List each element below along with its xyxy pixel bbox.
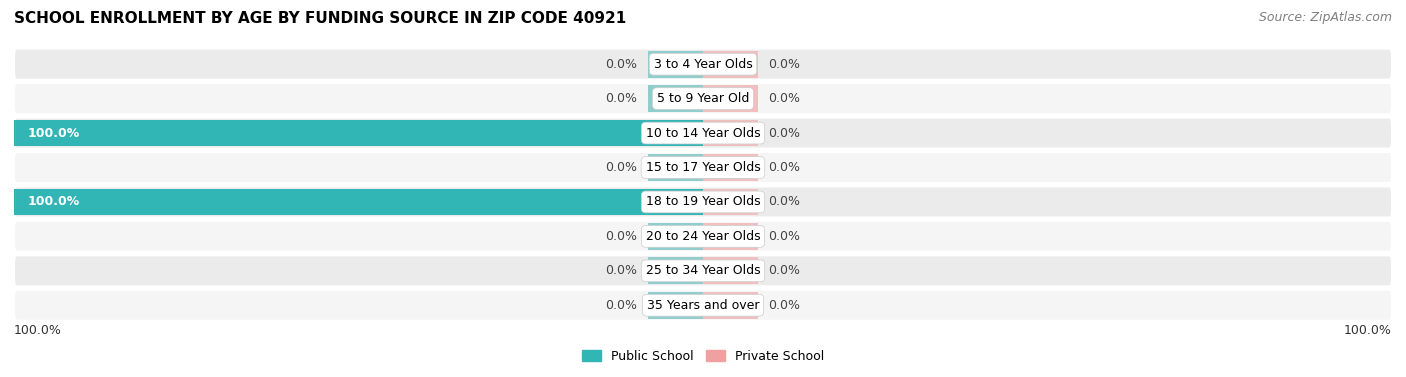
Text: 20 to 24 Year Olds: 20 to 24 Year Olds	[645, 230, 761, 243]
Text: 25 to 34 Year Olds: 25 to 34 Year Olds	[645, 264, 761, 277]
Bar	[703, 292, 758, 319]
Text: 0.0%: 0.0%	[769, 161, 800, 174]
Bar	[648, 292, 703, 319]
FancyBboxPatch shape	[14, 83, 1392, 114]
FancyBboxPatch shape	[14, 255, 1392, 287]
Text: 5 to 9 Year Old: 5 to 9 Year Old	[657, 92, 749, 105]
FancyBboxPatch shape	[14, 187, 1392, 218]
Text: 0.0%: 0.0%	[606, 264, 637, 277]
Bar	[14, 120, 703, 147]
Bar	[703, 188, 758, 215]
Bar	[703, 85, 758, 112]
FancyBboxPatch shape	[14, 290, 1392, 321]
Text: 100.0%: 100.0%	[14, 324, 62, 337]
Text: 0.0%: 0.0%	[769, 127, 800, 139]
Text: 0.0%: 0.0%	[606, 299, 637, 312]
FancyBboxPatch shape	[14, 118, 1392, 149]
Bar	[14, 188, 703, 215]
Text: 0.0%: 0.0%	[606, 230, 637, 243]
Text: 0.0%: 0.0%	[606, 161, 637, 174]
Text: 10 to 14 Year Olds: 10 to 14 Year Olds	[645, 127, 761, 139]
Bar	[703, 51, 758, 78]
Bar	[703, 154, 758, 181]
Text: 0.0%: 0.0%	[769, 195, 800, 208]
Text: 100.0%: 100.0%	[28, 195, 80, 208]
Bar	[703, 257, 758, 284]
Bar	[703, 223, 758, 250]
Text: 0.0%: 0.0%	[769, 58, 800, 70]
Text: 15 to 17 Year Olds: 15 to 17 Year Olds	[645, 161, 761, 174]
Text: 18 to 19 Year Olds: 18 to 19 Year Olds	[645, 195, 761, 208]
FancyBboxPatch shape	[14, 49, 1392, 80]
Bar	[703, 120, 758, 147]
FancyBboxPatch shape	[14, 221, 1392, 252]
Bar	[648, 85, 703, 112]
Text: 0.0%: 0.0%	[606, 92, 637, 105]
Text: 0.0%: 0.0%	[769, 230, 800, 243]
Text: 0.0%: 0.0%	[769, 299, 800, 312]
Bar	[648, 223, 703, 250]
Text: Source: ZipAtlas.com: Source: ZipAtlas.com	[1258, 11, 1392, 24]
Text: 3 to 4 Year Olds: 3 to 4 Year Olds	[654, 58, 752, 70]
Text: 0.0%: 0.0%	[769, 92, 800, 105]
Text: 100.0%: 100.0%	[1344, 324, 1392, 337]
Text: 0.0%: 0.0%	[769, 264, 800, 277]
FancyBboxPatch shape	[14, 152, 1392, 183]
Bar	[648, 154, 703, 181]
Text: 0.0%: 0.0%	[606, 58, 637, 70]
Text: SCHOOL ENROLLMENT BY AGE BY FUNDING SOURCE IN ZIP CODE 40921: SCHOOL ENROLLMENT BY AGE BY FUNDING SOUR…	[14, 11, 626, 26]
Bar	[648, 257, 703, 284]
Legend: Public School, Private School: Public School, Private School	[576, 345, 830, 368]
Bar	[648, 51, 703, 78]
Text: 100.0%: 100.0%	[28, 127, 80, 139]
Text: 35 Years and over: 35 Years and over	[647, 299, 759, 312]
